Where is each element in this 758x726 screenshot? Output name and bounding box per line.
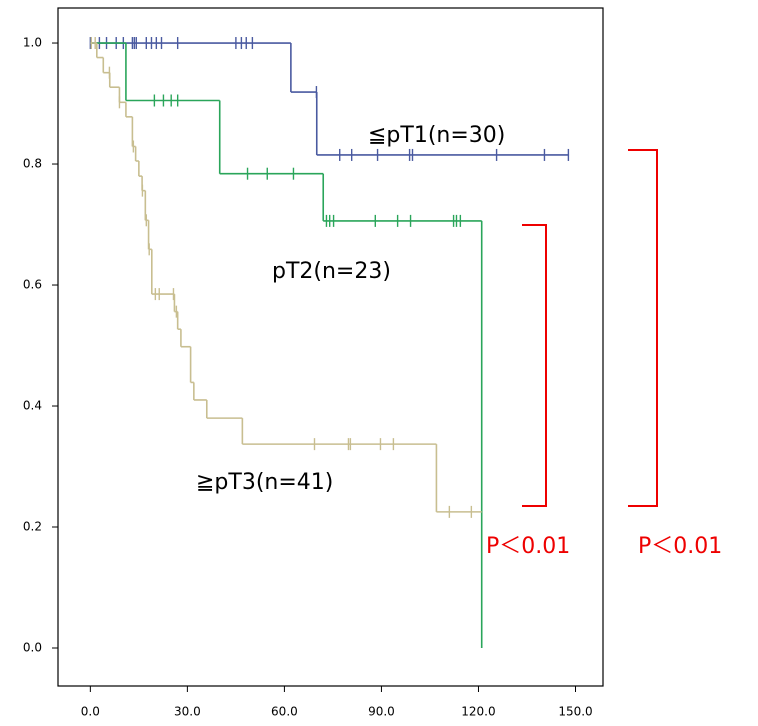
bracket <box>628 149 658 507</box>
y-tick-label: 1.0 <box>23 36 42 50</box>
annotation: P＜0.01 <box>486 534 570 559</box>
annotation: pT2(n=23) <box>272 259 391 284</box>
annotation: ≧pT3(n=41) <box>196 470 333 495</box>
x-tick-label: 90.0 <box>368 705 395 719</box>
y-tick-label: 0.4 <box>23 399 42 413</box>
annotation: ≦pT1(n=30) <box>368 123 505 148</box>
x-tick-label: 30.0 <box>174 705 201 719</box>
x-tick-label: 150.0 <box>558 705 592 719</box>
y-tick-label: 0.6 <box>23 278 42 292</box>
plot-frame <box>57 7 604 687</box>
x-tick-label: 120.0 <box>461 705 495 719</box>
x-tick-label: 0.0 <box>81 705 100 719</box>
y-tick-label: 0.8 <box>23 157 42 171</box>
y-tick-label: 0.2 <box>23 520 42 534</box>
y-tick-label: 0.0 <box>23 641 42 655</box>
bracket <box>522 224 547 507</box>
x-tick-label: 60.0 <box>271 705 298 719</box>
annotation: P＜0.01 <box>638 534 722 559</box>
